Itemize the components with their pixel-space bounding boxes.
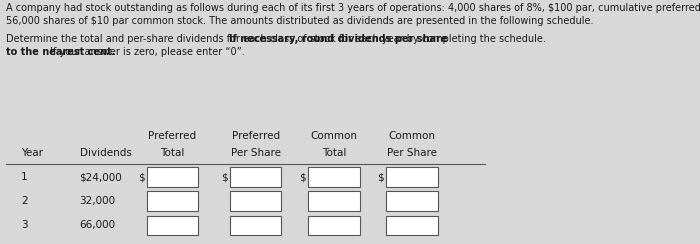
Text: 32,000: 32,000 — [80, 196, 116, 206]
FancyBboxPatch shape — [386, 192, 438, 211]
Text: Preferred: Preferred — [232, 132, 280, 142]
Text: Preferred: Preferred — [148, 132, 197, 142]
Text: Dividends: Dividends — [80, 148, 132, 158]
FancyBboxPatch shape — [230, 192, 281, 211]
FancyBboxPatch shape — [230, 167, 281, 187]
Text: $: $ — [138, 172, 144, 182]
FancyBboxPatch shape — [147, 192, 198, 211]
Text: Common: Common — [389, 132, 435, 142]
Text: A company had stock outstanding as follows during each of its first 3 years of o: A company had stock outstanding as follo… — [6, 3, 700, 13]
Text: Total: Total — [160, 148, 185, 158]
Text: to the nearest cent.: to the nearest cent. — [6, 47, 116, 57]
Text: Per Share: Per Share — [230, 148, 281, 158]
FancyBboxPatch shape — [230, 216, 281, 235]
Text: $: $ — [299, 172, 306, 182]
FancyBboxPatch shape — [308, 167, 360, 187]
FancyBboxPatch shape — [147, 216, 198, 235]
FancyBboxPatch shape — [386, 167, 438, 187]
Text: 66,000: 66,000 — [80, 221, 116, 231]
FancyBboxPatch shape — [386, 216, 438, 235]
Text: Total: Total — [322, 148, 346, 158]
Text: $24,000: $24,000 — [80, 172, 122, 182]
Text: 1: 1 — [21, 172, 27, 182]
Text: Per Share: Per Share — [387, 148, 437, 158]
Text: Determine the total and per-share dividends for each class of stock for each yea: Determine the total and per-share divide… — [6, 34, 550, 44]
FancyBboxPatch shape — [147, 167, 198, 187]
Text: If your answer is zero, please enter “0”.: If your answer is zero, please enter “0”… — [47, 47, 244, 57]
Text: $: $ — [221, 172, 228, 182]
Text: 3: 3 — [21, 221, 27, 231]
Text: Year: Year — [21, 148, 43, 158]
Text: If necessary, round dividends per share: If necessary, round dividends per share — [230, 34, 448, 44]
FancyBboxPatch shape — [308, 192, 360, 211]
Text: Common: Common — [310, 132, 358, 142]
Text: 56,000 shares of $10 par common stock. The amounts distributed as dividends are : 56,000 shares of $10 par common stock. T… — [6, 16, 594, 26]
FancyBboxPatch shape — [308, 216, 360, 235]
Text: 2: 2 — [21, 196, 27, 206]
Text: $: $ — [377, 172, 384, 182]
